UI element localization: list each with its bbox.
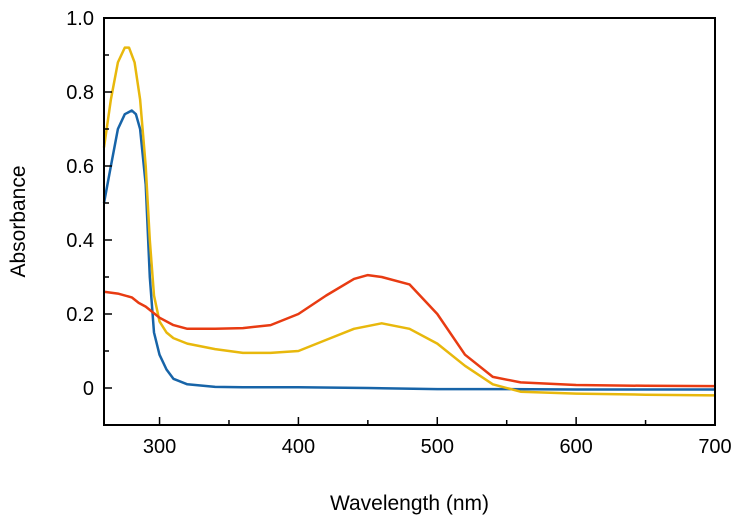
x-tick-label: 700 [698, 436, 731, 458]
x-tick-label: 600 [559, 436, 592, 458]
y-tick-label: 0.6 [66, 156, 94, 178]
x-axis-title: Wavelength (nm) [330, 492, 489, 515]
series-layer [102, 46, 716, 397]
y-tick-label: 0.2 [66, 304, 94, 326]
y-tick-label: 1.0 [66, 8, 94, 30]
series-line-2 [102, 46, 716, 397]
series-line-1 [102, 109, 715, 391]
y-axis-title: Absorbance [7, 165, 30, 277]
series-line-3 [103, 273, 716, 388]
y-tick-label: 0.8 [66, 82, 94, 104]
y-axis-ticks: 0 0.2 0.4 0.6 0.8 1.0 [66, 8, 112, 426]
y-tick-label: 0 [83, 378, 94, 400]
plot-frame [103, 17, 716, 426]
x-tick-label: 300 [143, 436, 176, 458]
y-tick-label: 0.4 [66, 230, 94, 252]
x-tick-label: 500 [421, 436, 454, 458]
x-axis-ticks: 300 400 500 600 700 [143, 417, 732, 458]
x-tick-label: 400 [282, 436, 315, 458]
